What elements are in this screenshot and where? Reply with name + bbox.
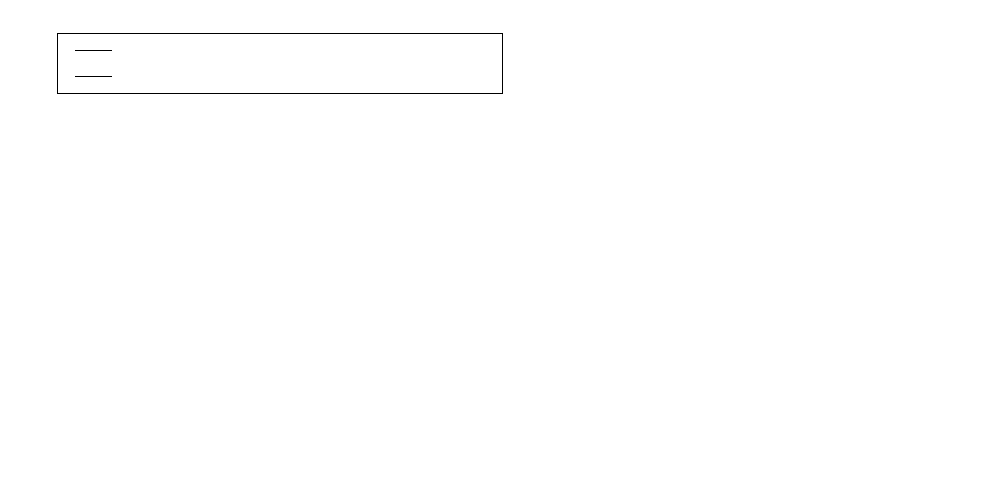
legend-entry-patient	[58, 75, 502, 77]
patient-line-swatch	[75, 75, 112, 77]
permuted-line-swatch	[75, 50, 112, 52]
legend	[57, 33, 503, 94]
legend-entry-permuted	[58, 50, 502, 52]
